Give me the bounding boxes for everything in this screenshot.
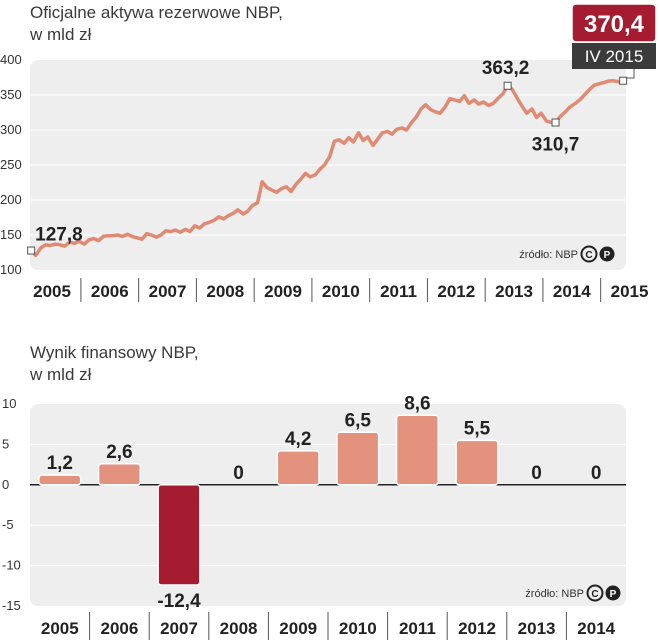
result-y-tick: -5 xyxy=(2,517,14,532)
svg-text:P: P xyxy=(610,589,617,600)
reserves-annotation-marker xyxy=(551,118,560,127)
reserves-source: źródło: NBP C P xyxy=(519,245,615,263)
result-bar xyxy=(276,450,320,486)
result-y-tick: -10 xyxy=(2,558,21,573)
result-bars: 1,2 2,6 -12,4 0 4,2 6,5 8,6 5,5 0 0 xyxy=(38,393,602,612)
last-value-box xyxy=(571,3,657,43)
reserves-annotation-label: 127,8 xyxy=(35,225,83,246)
reserves-annotation-label: 363,2 xyxy=(482,58,530,79)
reserves-series-line xyxy=(29,78,625,258)
reserves-x-tick: 2006 xyxy=(91,282,129,301)
result-bar xyxy=(97,463,142,486)
reserves-gridlines xyxy=(30,94,626,236)
result-source: źródło: NBP C P xyxy=(525,584,621,602)
result-bar-label: 6,5 xyxy=(345,410,372,431)
result-x-tick: 2012 xyxy=(458,619,496,638)
result-bar xyxy=(157,484,201,586)
result-x-tick: 2008 xyxy=(220,619,258,638)
reserves-x-tick: 2005 xyxy=(33,282,71,301)
reserves-annotation-marker xyxy=(503,81,512,90)
result-gridlines xyxy=(30,443,626,567)
callout-leader xyxy=(626,69,635,79)
reserves-x-tick: 2007 xyxy=(149,282,187,301)
result-bar xyxy=(455,439,499,486)
result-bar-label: 0 xyxy=(591,463,602,484)
result-y-axis: 10 5 0 -5 -10 -15 xyxy=(2,396,21,613)
reserves-annotation-marker xyxy=(27,246,36,255)
svg-text:C: C xyxy=(585,250,592,261)
copyright-icon: C xyxy=(586,584,604,602)
reserves-y-axis: 400 350 300 250 200 150 100 xyxy=(0,52,22,277)
result-y-tick: 10 xyxy=(2,396,16,411)
last-value-label: 370,4 xyxy=(584,11,645,38)
result-y-tick: 0 xyxy=(2,477,9,492)
p-mark-icon: P xyxy=(605,585,621,601)
reserves-subtitle: w mld zł xyxy=(29,25,92,44)
reserves-x-tick: 2011 xyxy=(380,282,417,301)
reserves-y-tick: 200 xyxy=(0,192,22,207)
result-x-tick: 2007 xyxy=(160,619,198,638)
result-bar xyxy=(395,414,440,486)
result-title: Wynik finansowy NBP, xyxy=(30,343,199,362)
reserves-y-tick: 300 xyxy=(0,122,22,137)
p-mark-icon: P xyxy=(599,246,615,262)
svg-text:C: C xyxy=(591,589,598,600)
reserves-x-tick: 2015 xyxy=(611,282,649,301)
result-x-tick: 2005 xyxy=(41,619,79,638)
result-bar-label: 2,6 xyxy=(106,442,132,463)
result-x-tick: 2013 xyxy=(518,619,556,638)
result-x-axis: 2005 2006 2007 2008 2009 2010 2011 2012 2013 2014 xyxy=(41,612,616,640)
result-bar-label: 5,5 xyxy=(464,418,491,439)
reserves-chart: Oficjalne aktywa rezerwowe NBP, w mld zł… xyxy=(0,3,657,302)
last-period-box xyxy=(572,43,656,69)
result-x-tick: 2009 xyxy=(279,619,317,638)
result-x-tick: 2014 xyxy=(577,619,615,638)
svg-text:P: P xyxy=(604,250,611,261)
reserves-annotations: 127,8 363,2 310,7 xyxy=(27,58,628,255)
last-value-marker xyxy=(619,76,628,85)
result-bar-label: -12,4 xyxy=(157,591,201,612)
reserves-annotation-label: 310,7 xyxy=(532,135,580,156)
result-subtitle: w mld zł xyxy=(29,365,92,384)
result-bar xyxy=(38,474,82,486)
reserves-x-tick: 2009 xyxy=(264,282,302,301)
result-plot-area xyxy=(30,404,626,606)
result-bar-label: 0 xyxy=(531,463,542,484)
reserves-x-tick: 2012 xyxy=(437,282,475,301)
result-y-tick: 5 xyxy=(2,436,9,451)
result-bar xyxy=(336,431,380,486)
reserves-y-tick: 400 xyxy=(0,52,22,67)
result-x-tick: 2011 xyxy=(399,619,436,638)
result-bar-label: 8,6 xyxy=(404,393,430,414)
reserves-x-axis: 2005 2006 2007 2008 2009 2010 2011 2012 2013 2014… xyxy=(33,278,648,302)
result-bar-label: 4,2 xyxy=(285,429,311,450)
result-bar-label: 0 xyxy=(233,463,244,484)
reserves-x-tick: 2013 xyxy=(495,282,533,301)
reserves-y-tick: 100 xyxy=(0,262,22,277)
reserves-x-tick: 2010 xyxy=(322,282,360,301)
last-period-label: IV 2015 xyxy=(585,47,644,66)
reserves-y-tick: 150 xyxy=(0,227,22,242)
result-bar-label: 1,2 xyxy=(47,453,73,474)
result-x-tick: 2010 xyxy=(339,619,377,638)
reserves-x-tick: 2014 xyxy=(553,282,591,301)
reserves-x-tick: 2008 xyxy=(206,282,244,301)
reserves-source-text: źródło: NBP xyxy=(519,249,578,261)
reserves-y-tick: 350 xyxy=(0,87,22,102)
result-source-text: źródło: NBP xyxy=(525,588,584,600)
copyright-icon: C xyxy=(580,245,598,263)
result-chart: Wynik finansowy NBP, w mld zł 10 5 0 -5 -10 -… xyxy=(2,343,626,640)
reserves-title: Oficjalne aktywa rezerwowe NBP, xyxy=(30,3,283,22)
last-value-callout: 370,4 IV 2015 xyxy=(571,3,657,79)
result-x-tick: 2006 xyxy=(100,619,138,638)
reserves-y-tick: 250 xyxy=(0,157,22,172)
result-y-tick: -15 xyxy=(2,598,21,613)
